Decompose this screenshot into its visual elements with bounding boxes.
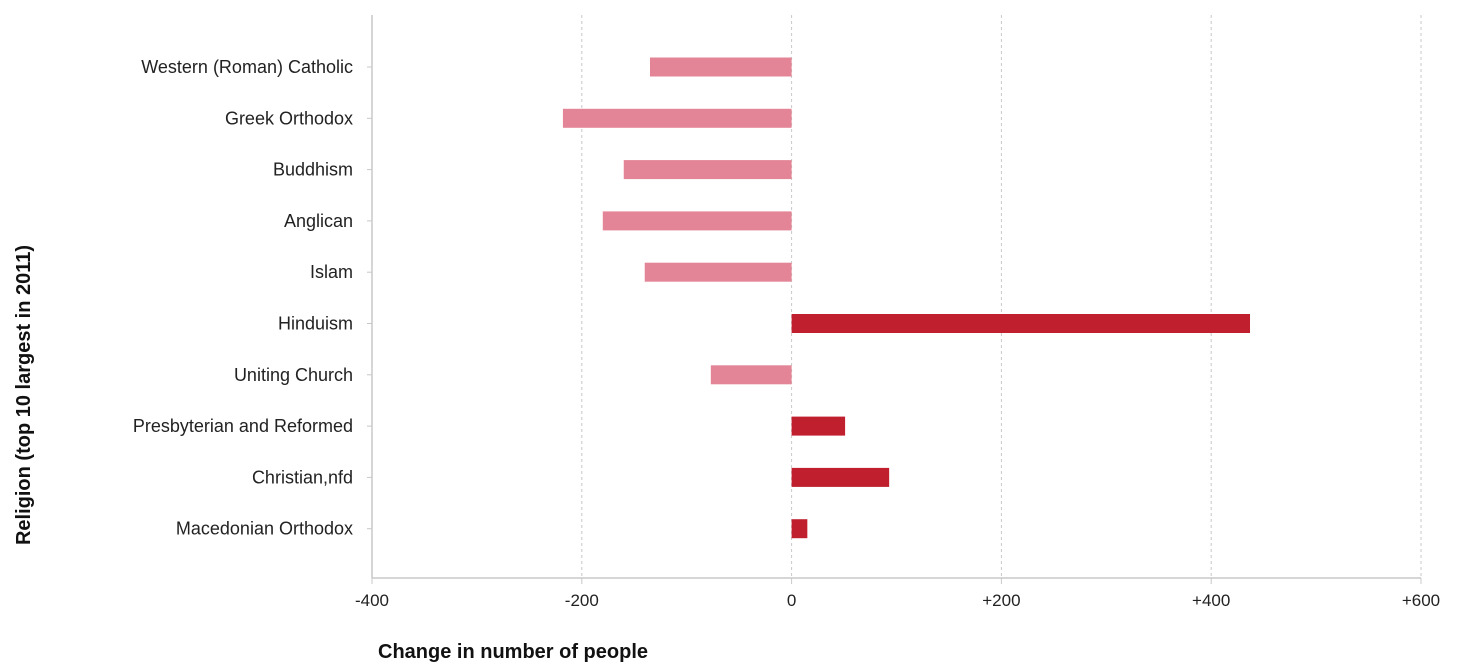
category-label: Western (Roman) Catholic <box>141 57 353 77</box>
gridlines <box>371 15 1422 578</box>
category-label: Macedonian Orthodox <box>176 519 353 539</box>
bar <box>644 262 792 282</box>
bar <box>649 57 792 77</box>
category-labels: Western (Roman) Catholic Greek Orthodox Bu… <box>133 57 353 539</box>
category-label: Buddhism <box>273 160 353 180</box>
category-label: Uniting Church <box>234 365 353 385</box>
category-label: Christian,nfd <box>252 467 353 487</box>
bar <box>562 108 792 128</box>
x-tick-label: +600 <box>1402 591 1440 610</box>
bar <box>791 314 1251 333</box>
x-tick-labels: -400 -200 0 +200 +400 +600 <box>355 591 1440 610</box>
category-label: Greek Orthodox <box>225 108 353 128</box>
bar <box>791 416 846 436</box>
y-axis-title: Religion (top 10 largest in 2011) <box>13 245 35 545</box>
bar <box>791 467 890 487</box>
x-tick-label: -200 <box>565 591 599 610</box>
x-tick-label: 0 <box>787 591 796 610</box>
x-tick-label: -400 <box>355 591 389 610</box>
category-label: Islam <box>310 262 353 282</box>
axes <box>367 15 1422 584</box>
category-label: Hinduism <box>278 314 353 334</box>
x-tick-label: +400 <box>1192 591 1230 610</box>
bars <box>562 57 1251 539</box>
bar <box>623 160 792 180</box>
category-label: Anglican <box>284 211 353 231</box>
bar <box>710 365 792 385</box>
x-tick-label: +200 <box>982 591 1020 610</box>
category-label: Presbyterian and Reformed <box>133 416 353 436</box>
bar <box>791 519 808 539</box>
x-axis-title: Change in number of people <box>378 641 648 663</box>
bar <box>602 211 792 231</box>
